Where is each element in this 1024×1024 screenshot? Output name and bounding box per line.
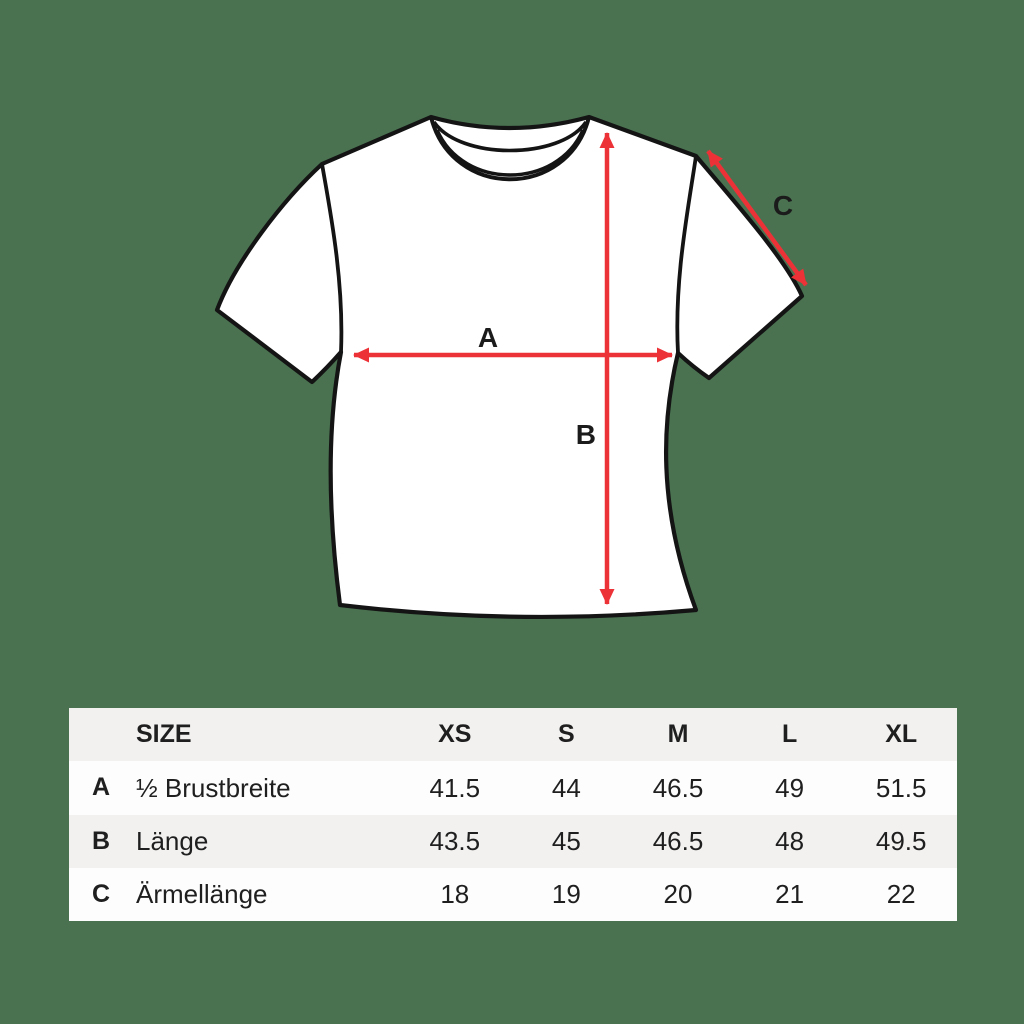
tshirt-measurement-diagram: A B C <box>214 114 808 620</box>
tshirt-outline <box>214 114 805 620</box>
row-b-key: B <box>69 814 133 868</box>
left-sleeve-seam <box>320 163 344 353</box>
row-c-value-l: 21 <box>775 879 805 910</box>
row-a-value-xl: 51.5 <box>875 772 927 803</box>
label-b: B <box>576 419 596 450</box>
label-a: A <box>478 322 498 353</box>
header-size-label: SIZE <box>133 708 399 762</box>
size-table: SIZE XS S M L XL A ½ Brustbreite 41.5 44… <box>69 708 957 921</box>
row-b-value-s: 45 <box>510 814 623 868</box>
row-c-value-m: 20 <box>663 879 693 910</box>
measurement-arrows <box>353 132 808 605</box>
header-col-l: L <box>733 708 846 762</box>
tshirt-svg: A B C <box>214 114 808 620</box>
row-c-label: Ärmellänge <box>136 879 268 910</box>
label-c: C <box>773 190 793 221</box>
row-a-value-m: 46.5 <box>652 772 704 803</box>
row-c-value-s: 19 <box>551 879 581 910</box>
row-a-value-s: 44 <box>551 772 581 803</box>
arrow-c-sleeve-length <box>706 149 808 287</box>
header-col-xl: XL <box>845 708 957 762</box>
row-b-value-xl: 49.5 <box>845 814 957 868</box>
row-b-value-l: 48 <box>733 814 846 868</box>
row-c-key: C <box>91 879 111 908</box>
row-a-key: A <box>91 773 111 802</box>
row-c-value-xl: 22 <box>886 879 916 910</box>
row-a-value-xs: 41.5 <box>429 772 481 803</box>
header-col-s: S <box>510 708 623 762</box>
right-sleeve-seam <box>675 155 698 354</box>
header-col-m: M <box>622 708 734 762</box>
row-a-value-l: 49 <box>775 772 805 803</box>
row-a-label: ½ Brustbreite <box>136 772 291 803</box>
header-col-xs: XS <box>399 708 511 762</box>
row-b-value-xs: 43.5 <box>399 814 511 868</box>
row-b-label: Länge <box>133 814 399 868</box>
row-b-value-m: 46.5 <box>622 814 734 868</box>
header-corner-cell <box>69 708 133 762</box>
row-c-value-xs: 18 <box>440 879 470 910</box>
collar <box>429 116 591 182</box>
